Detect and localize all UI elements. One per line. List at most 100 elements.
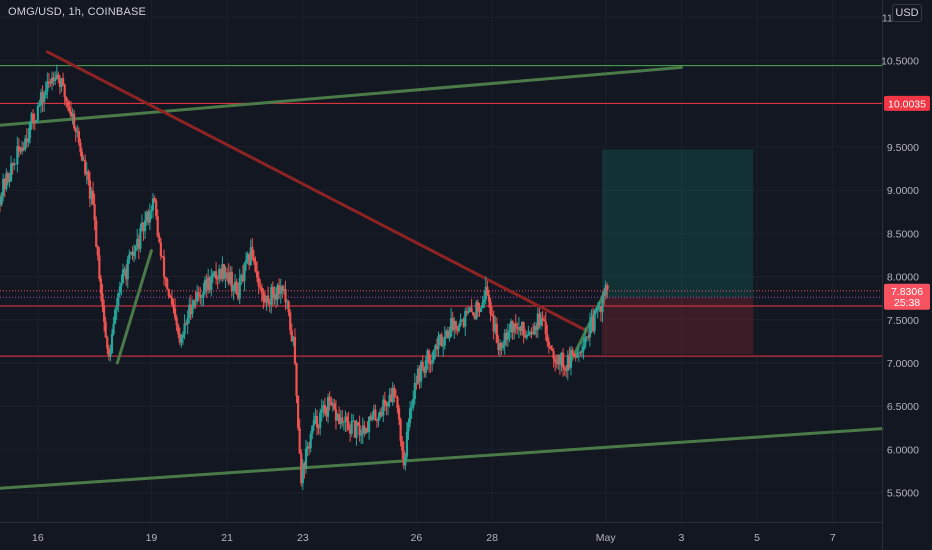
candle xyxy=(69,111,73,117)
candle xyxy=(88,180,92,199)
candle xyxy=(527,334,530,336)
x-tick-label: 28 xyxy=(486,532,498,544)
candle xyxy=(259,286,262,288)
candle xyxy=(181,334,185,338)
candle xyxy=(87,171,90,181)
candle xyxy=(371,415,374,420)
y-tick-label: 7.0000 xyxy=(887,358,919,370)
candle xyxy=(17,146,21,151)
symbol-title: OMG/USD, 1h, COINBASE xyxy=(8,6,147,18)
candle xyxy=(99,278,103,294)
candle xyxy=(145,211,148,221)
y-tick-label: 6.5000 xyxy=(887,401,919,413)
candle xyxy=(356,422,360,426)
y-tick-label: 6.0000 xyxy=(887,444,919,456)
candle xyxy=(47,81,50,83)
candle xyxy=(549,345,552,349)
candle xyxy=(93,204,96,221)
x-tick-label: 3 xyxy=(678,532,684,544)
candle xyxy=(584,337,587,347)
time-axis: 16 19 21 23 26 28 May 3 5 7 xyxy=(0,522,882,544)
candle xyxy=(456,329,459,331)
candle xyxy=(300,453,303,484)
candle xyxy=(554,358,557,362)
candle xyxy=(372,409,375,416)
candle xyxy=(107,348,110,357)
candle xyxy=(312,419,315,426)
candle xyxy=(267,295,270,303)
candle xyxy=(142,222,145,232)
candle xyxy=(170,297,174,305)
candle xyxy=(251,247,254,258)
candle xyxy=(292,336,295,342)
candle xyxy=(497,343,500,351)
candle xyxy=(462,319,465,327)
candle xyxy=(162,256,166,277)
y-tick-label: 5.5000 xyxy=(887,488,919,500)
candle xyxy=(115,305,118,310)
price-label-value: 7.8306 xyxy=(891,286,923,298)
candle xyxy=(355,422,358,438)
candle xyxy=(319,412,322,429)
candle xyxy=(177,325,180,334)
candle xyxy=(298,427,301,454)
candle xyxy=(399,419,402,441)
candle xyxy=(285,301,289,303)
candle xyxy=(303,463,306,470)
position-zones xyxy=(601,149,754,355)
candle xyxy=(579,352,582,354)
candle xyxy=(131,251,134,257)
candle xyxy=(420,361,423,382)
candle xyxy=(423,367,426,373)
candle xyxy=(566,354,569,371)
candle xyxy=(166,278,169,289)
candle xyxy=(197,292,200,295)
countdown-label: 25:38 xyxy=(894,297,920,309)
candle xyxy=(424,359,427,373)
candle xyxy=(52,77,55,82)
candle xyxy=(74,128,77,133)
candle xyxy=(232,286,235,292)
candle xyxy=(431,360,434,364)
currency-button[interactable]: USD xyxy=(892,4,922,22)
candle xyxy=(129,251,133,255)
candle xyxy=(68,106,71,112)
candle xyxy=(418,368,421,382)
candle xyxy=(506,331,509,340)
candle xyxy=(509,321,513,331)
candle xyxy=(345,416,349,422)
candle xyxy=(588,322,591,338)
candle xyxy=(473,315,476,320)
candle xyxy=(219,268,222,280)
candle xyxy=(304,448,308,470)
candle xyxy=(561,352,565,368)
candle xyxy=(495,323,498,344)
candle xyxy=(360,433,363,436)
candle xyxy=(328,397,331,402)
candle xyxy=(147,211,150,223)
candle xyxy=(28,122,32,139)
candle xyxy=(50,77,54,84)
candle xyxy=(555,361,558,365)
candle xyxy=(156,215,159,237)
candle xyxy=(524,334,527,338)
candle xyxy=(0,196,3,205)
candle xyxy=(401,440,404,451)
candle xyxy=(596,306,599,310)
candle xyxy=(9,163,13,182)
candle xyxy=(464,311,467,327)
candle xyxy=(421,361,424,368)
candle xyxy=(514,323,517,329)
candle xyxy=(532,332,535,335)
candle xyxy=(369,416,372,420)
candle xyxy=(175,317,178,326)
candle xyxy=(449,318,453,337)
candle xyxy=(20,147,24,152)
candle xyxy=(391,387,394,403)
candle xyxy=(478,310,481,313)
candle xyxy=(547,341,550,346)
candle xyxy=(331,403,334,406)
candle xyxy=(273,293,276,299)
candle xyxy=(167,288,170,296)
